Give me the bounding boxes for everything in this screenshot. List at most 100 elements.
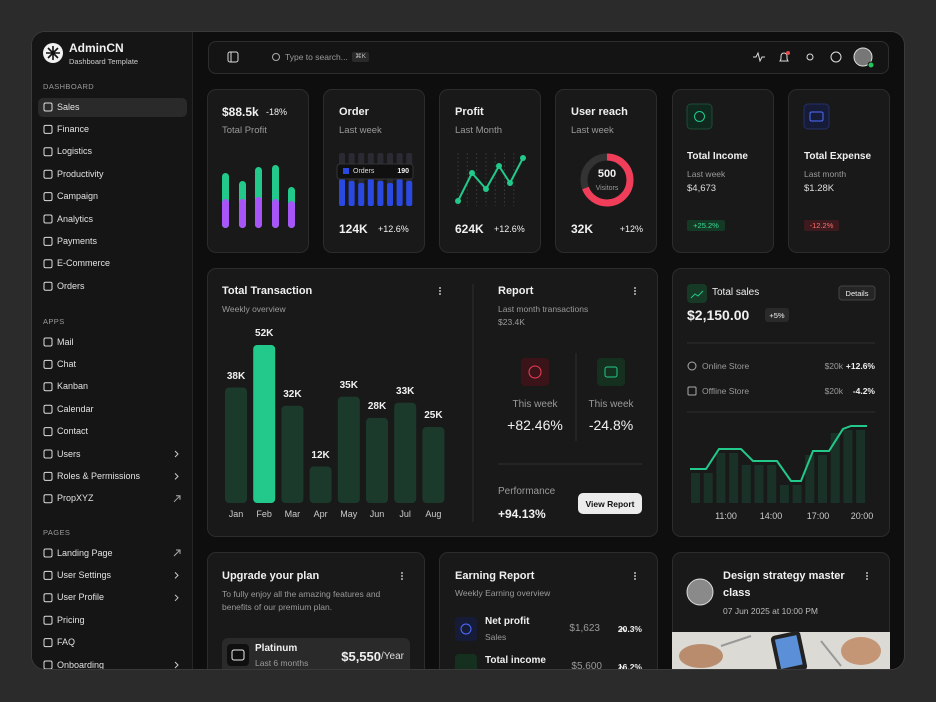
icon-glyph	[690, 290, 704, 299]
nav-item[interactable]: User Profile	[57, 592, 105, 603]
mini-bar	[805, 455, 815, 503]
nav-icon	[43, 236, 53, 246]
title: Profit	[455, 105, 484, 118]
nav-icon	[43, 548, 53, 558]
mini-bar	[348, 181, 355, 206]
subtitle: Last Month	[455, 125, 502, 137]
tooltip-swatch	[343, 168, 349, 174]
chevron	[174, 473, 179, 480]
amount: $1,623	[569, 623, 600, 634]
performance-label: Performance	[498, 486, 556, 497]
profit-line	[455, 153, 526, 206]
change: +12.6%	[845, 360, 875, 371]
nav-item[interactable]: Payments	[57, 235, 98, 246]
palette-icon[interactable]	[830, 51, 842, 63]
nav-item[interactable]: Productivity	[57, 168, 104, 179]
nav-item[interactable]: Kanban	[57, 381, 89, 392]
earning-icon	[455, 654, 477, 669]
x-tick-label: Jun	[369, 508, 385, 519]
nav-item[interactable]: E-Commerce	[57, 258, 111, 269]
sidebar-toggle[interactable]	[227, 51, 239, 63]
mini-bar	[830, 433, 840, 503]
avatar[interactable]	[853, 47, 873, 67]
nav-item[interactable]: Landing Page	[57, 547, 113, 558]
value: $88.5k	[222, 105, 259, 119]
trend-arrows	[618, 627, 627, 669]
button-bg[interactable]	[578, 493, 642, 514]
status-dot	[867, 61, 875, 69]
activity-icon[interactable]	[753, 51, 765, 63]
icon-glyph	[604, 366, 618, 378]
change: +12%	[619, 223, 643, 234]
search-input[interactable]: Type to search...	[285, 51, 348, 62]
bar	[337, 396, 360, 503]
performance-value: +94.13%	[498, 507, 546, 521]
mini-bar	[691, 473, 700, 503]
nav-icon	[43, 427, 53, 437]
store-icon	[687, 386, 697, 396]
nav-item[interactable]: Roles & Permissions	[57, 470, 141, 481]
data-label: 52K	[255, 328, 274, 339]
nav-item[interactable]: Calendar	[57, 403, 94, 414]
transaction-chart	[225, 345, 445, 503]
nav-icon	[43, 147, 53, 157]
view-report-button[interactable]: View Report	[585, 498, 635, 509]
ring-arc	[580, 153, 634, 207]
nav-item[interactable]: Pricing	[57, 614, 85, 625]
mini-bar	[406, 181, 413, 206]
nav-item[interactable]: Mail	[57, 336, 74, 347]
brand: AdminCN	[69, 41, 124, 55]
nav-icon	[43, 593, 53, 603]
value: $1.28K	[804, 183, 835, 195]
bar	[309, 466, 332, 503]
tooltip-label: Orders	[353, 168, 375, 175]
plan-box[interactable]	[222, 638, 410, 670]
data-label: 12K	[311, 449, 330, 461]
sidebar	[32, 32, 193, 669]
data-label: 28K	[367, 400, 387, 412]
mini-bar	[767, 465, 777, 503]
value: 624K	[455, 222, 484, 236]
event-image	[672, 631, 890, 669]
nav-item[interactable]: User Settings	[57, 569, 112, 580]
bar	[253, 345, 276, 503]
nav-item[interactable]: Onboarding	[57, 659, 105, 670]
data-label: 35K	[339, 379, 358, 391]
title: Design strategy master class	[723, 570, 845, 599]
nav-item[interactable]: Orders	[57, 280, 85, 291]
nav-item[interactable]: PropXYZ	[57, 493, 94, 504]
app-frame: AdminCN Dashboard Template DASHBOARD Sales F…	[31, 31, 905, 670]
subtitle: Last week	[339, 125, 382, 137]
icon-glyph	[809, 111, 824, 122]
details-button[interactable]: Details	[845, 288, 869, 298]
title: Total Expense	[804, 151, 872, 162]
kebab-menus[interactable]	[401, 287, 868, 580]
name: Total income	[485, 655, 546, 666]
mini-bar	[843, 430, 853, 503]
nav-item[interactable]: Contact	[57, 426, 89, 437]
nav-item[interactable]: Finance	[57, 123, 90, 134]
nav-icon	[43, 102, 53, 112]
change: -12.2%	[809, 220, 834, 230]
nav-item[interactable]: Analytics	[57, 213, 94, 224]
section-title: PAGES	[43, 528, 71, 538]
bar	[225, 387, 247, 503]
nav-item[interactable]: Sales	[57, 101, 80, 112]
subtitle: Dashboard Template	[69, 57, 139, 67]
nav-icon	[43, 281, 53, 291]
theme-icon[interactable]	[806, 53, 814, 61]
nav-icon	[43, 359, 53, 369]
nav-item[interactable]: Campaign	[57, 191, 99, 202]
nav-item[interactable]: Users	[57, 448, 81, 459]
mini-bar	[703, 473, 713, 503]
bell-icon[interactable]	[779, 52, 789, 62]
mini-dot	[496, 163, 502, 169]
search-icon	[272, 53, 280, 61]
nav-icon	[43, 570, 53, 580]
nav-item[interactable]: FAQ	[57, 637, 76, 648]
mini-dot	[483, 186, 489, 192]
card	[439, 89, 541, 253]
nav-item[interactable]: Chat	[57, 358, 77, 369]
nav-item[interactable]: Logistics	[57, 146, 93, 157]
button-bg[interactable]	[838, 285, 876, 301]
